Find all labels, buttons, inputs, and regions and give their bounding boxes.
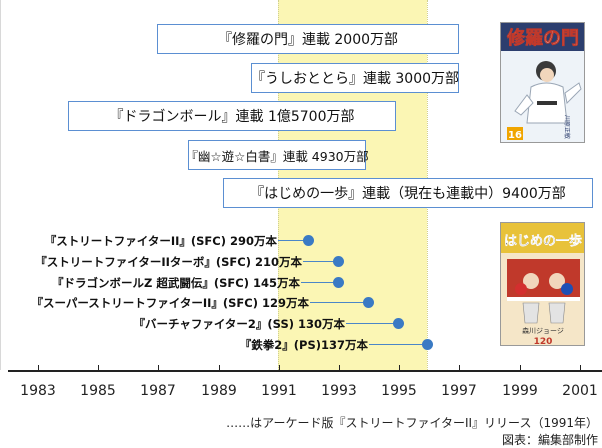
game-line: [310, 302, 368, 303]
game-release-dot: [303, 235, 314, 246]
year-label: 1989: [201, 383, 237, 399]
hajime-cover-author: 森川ジョージ: [522, 326, 564, 335]
shura-cover-title: 修羅の門: [506, 27, 579, 49]
game-label-virtua-fighter-2: 『バーチャファイター2』(SS) 130万本: [133, 317, 346, 331]
year-tick: [38, 365, 39, 372]
hajime-cover-art: はじめの一歩 森川ジョージ 120: [501, 223, 584, 346]
game-line: [346, 323, 398, 324]
game-line: [278, 240, 308, 241]
year-tick: [520, 365, 521, 372]
year-tick: [580, 365, 581, 372]
manga-label: 『修羅の門』連載 2000万部: [217, 32, 399, 48]
game-release-dot: [363, 297, 374, 308]
year-tick: [279, 365, 280, 372]
hajime-cover-volume: 120: [534, 337, 553, 346]
year-tick: [219, 365, 220, 372]
year-tick: [158, 365, 159, 372]
year-tick: [459, 365, 460, 372]
game-label-sf2: 『ストリートファイターII』(SFC) 290万本: [44, 234, 277, 248]
left-border-line: [0, 0, 1, 370]
game-label-sf2-turbo: 『ストリートファイターIIターボ』(SFC) 210万本: [35, 255, 302, 269]
game-line: [303, 261, 338, 262]
year-label: 1997: [441, 383, 477, 399]
year-label: 1983: [20, 383, 56, 399]
year-tick: [339, 365, 340, 372]
game-label-super-sf2: 『スーパーストリートファイターII』(SFC) 129万本: [31, 296, 309, 310]
game-line: [369, 344, 427, 345]
year-label: 1995: [381, 383, 417, 399]
manga-label: 『幽☆遊☆白書』連載 4930万部: [185, 148, 369, 164]
game-release-dot: [333, 277, 344, 288]
year-tick: [399, 365, 400, 372]
shura-no-mon-cover: 修羅の門 16 川原正敏: [500, 22, 585, 143]
game-line: [301, 282, 338, 283]
shura-cover-volume: 16: [508, 130, 522, 141]
manga-label: 『うしおととら』連載 3000万部: [250, 71, 460, 87]
manga-label: 『ドラゴンボール』連載 1億5700万部: [109, 109, 355, 125]
manga-box-hajime-no-ippo: 『はじめの一歩』連載（現在も連載中）9400万部: [223, 178, 593, 208]
manga-box-yu-yu-hakusho: 『幽☆遊☆白書』連載 4930万部: [185, 140, 369, 170]
shura-cover-author: 川原正敏: [563, 115, 571, 139]
year-label: 1999: [502, 383, 538, 399]
hajime-cover-title: はじめの一歩: [504, 233, 582, 249]
manga-box-shura-no-mon: 『修羅の門』連載 2000万部: [157, 24, 459, 54]
manga-box-dragon-ball: 『ドラゴンボール』連載 1億5700万部: [68, 101, 396, 131]
year-label: 1987: [140, 383, 176, 399]
year-label: 1991: [261, 383, 297, 399]
game-label-dbz-butouden: 『ドラゴンボールZ 超武闘伝』(SFC) 145万本: [52, 276, 300, 290]
chart-credit: 図表：編集部制作: [501, 433, 598, 447]
game-release-dot: [422, 339, 433, 350]
year-label: 1985: [80, 383, 116, 399]
arcade-release-note: ……はアーケード版『ストリートファイターII』リリース（1991年）: [226, 416, 598, 430]
game-release-dot: [333, 256, 344, 267]
shura-cover-art: 修羅の門 16 川原正敏: [501, 23, 584, 142]
hajime-no-ippo-cover: はじめの一歩 森川ジョージ 120: [500, 222, 585, 346]
game-release-dot: [393, 318, 404, 329]
year-label: 2001: [562, 383, 598, 399]
game-label-tekken-2: 『鉄拳2』(PS)137万本: [239, 338, 368, 352]
manga-label: 『はじめの一歩』連載（現在も連載中）9400万部: [250, 186, 566, 202]
year-axis: [8, 370, 602, 372]
year-label: 1993: [321, 383, 357, 399]
year-tick: [98, 365, 99, 372]
manga-box-ushio-to-tora: 『うしおととら』連載 3000万部: [251, 63, 459, 93]
